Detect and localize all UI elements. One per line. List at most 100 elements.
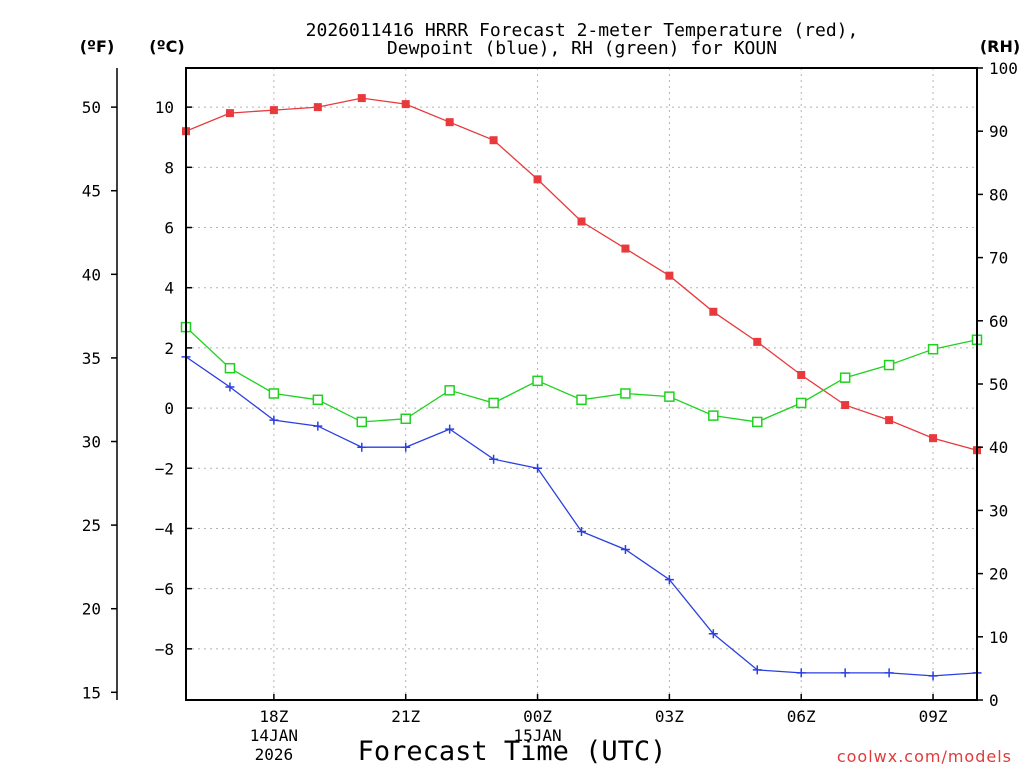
rh-point (400, 413, 411, 425)
temperature-point (797, 370, 806, 379)
celsius-axis-label: (ºC) (149, 37, 184, 56)
rh-point (927, 343, 939, 355)
dewpoint-point (620, 545, 630, 555)
fahrenheit-tick-label: 30 (82, 433, 101, 452)
rh-tick-label: 0 (989, 691, 999, 710)
rh-tick-label: 40 (989, 438, 1008, 457)
temperature-point (489, 136, 498, 145)
temperature-point (665, 271, 674, 280)
rh-tick-label: 80 (989, 185, 1008, 204)
temperature-point (269, 106, 278, 115)
dewpoint-point (357, 442, 367, 452)
temperature-point (401, 100, 410, 109)
temperature-point (709, 307, 718, 316)
rh-tick-label: 70 (989, 249, 1008, 268)
temperature-point (357, 94, 366, 103)
fahrenheit-tick-label: 20 (82, 600, 101, 619)
dewpoint-point (884, 668, 894, 678)
fahrenheit-axis-label: (ºF) (80, 37, 115, 56)
temperature-point (929, 434, 938, 443)
x-tick-label: 06Z (787, 707, 816, 726)
rh-point (883, 359, 895, 371)
celsius-tick-label: 6 (164, 219, 174, 238)
celsius-tick-label: 8 (164, 158, 174, 177)
x-tick-label: 09Z (919, 707, 948, 726)
dewpoint-point (752, 665, 762, 675)
celsius-tick-label: 2 (164, 339, 174, 358)
rh-tick-label: 60 (989, 312, 1008, 331)
rh-point (312, 394, 324, 406)
celsius-tick-label: −2 (155, 459, 174, 478)
rh-point (488, 397, 499, 409)
rh-point (752, 416, 763, 428)
x-tick-label: 03Z (655, 707, 684, 726)
rh-tick-label: 10 (989, 628, 1008, 647)
dewpoint-point (313, 421, 323, 431)
x-tick-date-label: 15JAN (513, 726, 561, 745)
temperature-point (753, 337, 762, 346)
fahrenheit-tick-label: 35 (82, 349, 101, 368)
dewpoint-point (225, 382, 235, 392)
chart-title-line1: 2026011416 HRRR Forecast 2-meter Tempera… (306, 20, 859, 41)
dewpoint-point (708, 629, 718, 639)
rh-point (532, 375, 543, 387)
fahrenheit-tick-label: 40 (82, 265, 101, 284)
rh-point (356, 416, 368, 428)
rh-point (444, 385, 455, 396)
rh-tick-label: 90 (989, 122, 1008, 141)
rh-point (664, 391, 675, 402)
dewpoint-point (577, 526, 586, 536)
dewpoint-point (489, 454, 499, 464)
x-tick-year-label: 2026 (255, 745, 294, 764)
celsius-tick-label: 10 (155, 98, 174, 117)
data-series (180, 94, 983, 681)
rh-point (839, 372, 851, 383)
dewpoint-point (928, 671, 938, 681)
x-axis-title: Forecast Time (UTC) (358, 736, 667, 767)
dewpoint-point (269, 415, 279, 425)
rh-point (620, 388, 631, 399)
x-tick-label: 21Z (391, 707, 420, 726)
rh-tick-label: 30 (989, 501, 1008, 520)
rh-tick-label: 100 (989, 59, 1018, 78)
plot-frame (185, 67, 978, 701)
temperature-point (841, 401, 850, 410)
celsius-tick-label: 4 (164, 279, 174, 298)
x-tick-label: 00Z (523, 707, 552, 726)
dewpoint-point (664, 575, 674, 585)
celsius-tick-label: −6 (155, 580, 174, 599)
temperature-point (577, 217, 586, 226)
temperature-point (621, 244, 630, 253)
temperature-point (313, 103, 322, 112)
chart-title-line2: Dewpoint (blue), RH (green) for KOUN (387, 38, 777, 59)
celsius-tick-label: 0 (164, 399, 174, 418)
celsius-tick-label: −8 (155, 640, 174, 659)
temperature-point (885, 416, 894, 425)
watermark: coolwx.com/models (837, 747, 1012, 766)
rh-point (224, 362, 236, 374)
dewpoint-point (445, 424, 455, 434)
fahrenheit-tick-label: 50 (82, 98, 101, 117)
rh-point (708, 410, 719, 421)
dewpoint-point (401, 442, 411, 452)
temperature-point (445, 118, 454, 127)
fahrenheit-tick-label: 25 (82, 516, 101, 535)
dewpoint-point (796, 668, 806, 678)
dewpoint-point (533, 463, 543, 473)
x-tick-label: 18Z (259, 707, 288, 726)
fahrenheit-tick-label: 15 (82, 683, 101, 702)
temperature-point (225, 109, 234, 118)
rh-point (576, 394, 587, 406)
celsius-tick-label: −4 (155, 519, 174, 538)
x-tick-date-label: 14JAN (250, 726, 298, 745)
rh-point (268, 388, 280, 399)
rh-point (795, 397, 807, 409)
temperature-point (533, 175, 542, 184)
rh-tick-label: 50 (989, 375, 1008, 394)
dewpoint-point (840, 668, 850, 678)
grid-lines (186, 68, 977, 700)
rh-axis-label: (RH) (980, 37, 1020, 56)
fahrenheit-tick-label: 45 (82, 182, 101, 201)
